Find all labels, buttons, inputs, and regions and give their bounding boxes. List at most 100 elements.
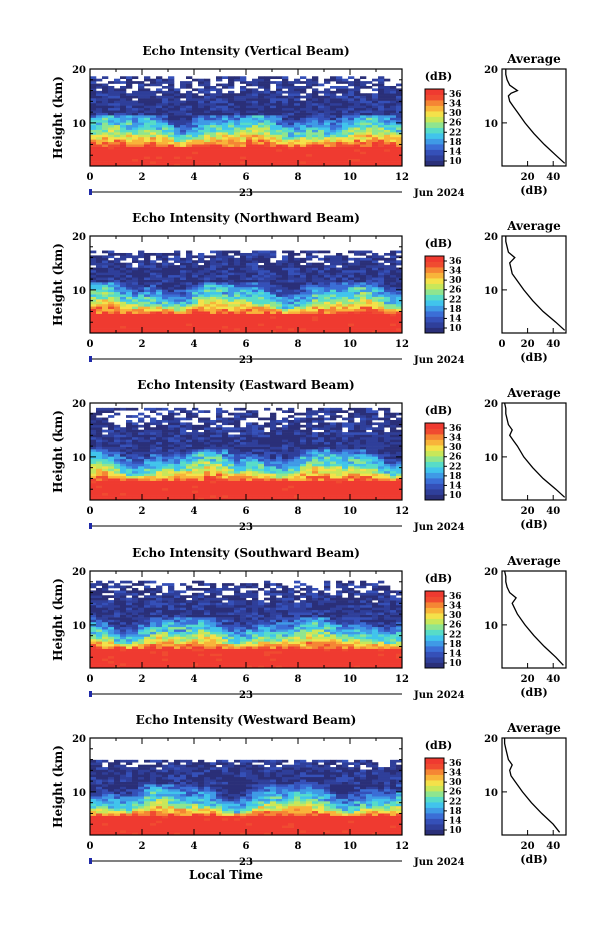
heatmap-cell bbox=[282, 100, 289, 104]
heatmap-cell bbox=[216, 456, 223, 460]
heatmap-cell bbox=[162, 85, 169, 89]
heatmap-cell bbox=[180, 129, 187, 133]
heatmap-cell bbox=[174, 436, 181, 440]
heatmap-cell bbox=[162, 269, 169, 273]
heatmap-cell bbox=[378, 328, 385, 331]
heatmap-cell bbox=[342, 102, 349, 106]
heatmap-cell bbox=[204, 419, 211, 423]
heatmap-cell bbox=[246, 299, 253, 302]
heatmap-cell bbox=[210, 136, 217, 140]
heatmap-cell bbox=[336, 146, 343, 150]
heatmap-cell bbox=[372, 139, 379, 143]
heatmap-cell bbox=[132, 279, 139, 283]
heatmap-cell bbox=[222, 289, 229, 293]
heatmap-cell bbox=[294, 328, 301, 331]
heatmap-cell bbox=[228, 294, 235, 297]
heatmap-cell bbox=[186, 146, 193, 150]
heatmap-cell bbox=[342, 330, 349, 334]
heatmap-cell bbox=[348, 262, 355, 266]
heatmap-cell bbox=[120, 286, 127, 290]
heatmap-cell bbox=[258, 81, 265, 84]
heatmap-cell bbox=[132, 424, 139, 428]
heatmap-cell bbox=[222, 136, 229, 140]
colorbar-segment bbox=[425, 138, 444, 145]
heatmap-cell bbox=[396, 250, 403, 254]
heatmap-cell bbox=[90, 470, 97, 474]
heatmap-cell bbox=[90, 311, 97, 314]
heatmap-cell bbox=[318, 277, 325, 280]
heatmap-cell bbox=[390, 318, 397, 322]
heatmap-cell bbox=[306, 156, 313, 160]
heatmap-cell bbox=[300, 85, 307, 89]
heatmap-cell bbox=[144, 284, 151, 288]
heatmap-cell bbox=[90, 117, 97, 121]
heatmap-cell bbox=[354, 294, 361, 297]
heatmap-cell bbox=[186, 492, 193, 496]
heatmap-cell bbox=[168, 456, 175, 460]
heatmap-cell bbox=[312, 294, 319, 297]
heatmap-cell bbox=[312, 296, 319, 300]
heatmap-cell bbox=[210, 492, 217, 496]
heatmap-cell bbox=[384, 161, 391, 164]
heatmap-cell bbox=[144, 286, 151, 290]
colorbar-tick-label: 22 bbox=[449, 295, 462, 305]
heatmap-cell bbox=[90, 156, 97, 160]
heatmap-cell bbox=[288, 299, 295, 302]
heatmap-cell bbox=[354, 163, 361, 167]
heatmap-cell bbox=[396, 107, 403, 111]
heatmap-cell bbox=[222, 100, 229, 104]
heatmap-cell bbox=[174, 129, 181, 133]
heatmap-cell bbox=[162, 117, 169, 121]
heatmap-cell bbox=[162, 458, 169, 462]
heatmap-cell bbox=[294, 95, 301, 99]
heatmap-cell bbox=[102, 434, 109, 438]
heatmap-cell bbox=[240, 318, 247, 322]
heatmap-cell bbox=[330, 318, 337, 322]
heatmap-cell bbox=[228, 434, 235, 438]
heatmap-cell bbox=[300, 132, 307, 135]
heatmap-cell bbox=[336, 119, 343, 123]
heatmap-cell bbox=[138, 429, 145, 433]
heatmap-cell bbox=[120, 274, 127, 278]
heatmap-cell bbox=[138, 316, 145, 319]
heatmap-cell bbox=[90, 328, 97, 331]
heatmap-cell bbox=[264, 325, 271, 329]
heatmap-cell bbox=[270, 100, 277, 104]
heatmap-cell bbox=[138, 306, 145, 310]
heatmap-cell bbox=[378, 115, 385, 118]
heatmap-cell bbox=[150, 146, 157, 150]
heatmap-cell bbox=[252, 446, 259, 450]
heatmap-cell bbox=[354, 93, 361, 96]
heatmap-cell bbox=[312, 436, 319, 440]
heatmap-cell bbox=[390, 102, 397, 106]
heatmap-cell bbox=[114, 161, 121, 164]
heatmap-cell bbox=[162, 289, 169, 293]
panel-title: Echo Intensity (Northward Beam) bbox=[132, 211, 360, 225]
heatmap-cell bbox=[348, 250, 355, 254]
heatmap-cell bbox=[282, 320, 289, 324]
heatmap-cell bbox=[108, 255, 115, 259]
colorbar-tick-label: 22 bbox=[449, 128, 462, 138]
heatmap-cell bbox=[192, 296, 199, 300]
heatmap-cell bbox=[258, 110, 265, 113]
heatmap-cell bbox=[318, 107, 325, 111]
heatmap-cell bbox=[228, 461, 235, 464]
heatmap-cell bbox=[132, 427, 139, 430]
heatmap-cell bbox=[210, 487, 217, 491]
heatmap-cell bbox=[330, 149, 337, 152]
heatmap-cell bbox=[330, 141, 337, 145]
heatmap-cell bbox=[240, 132, 247, 135]
heatmap-cell bbox=[276, 262, 283, 266]
heatmap-cell bbox=[204, 161, 211, 164]
heatmap-cell bbox=[228, 453, 235, 457]
heatmap-cell bbox=[126, 282, 133, 285]
heatmap-cell bbox=[252, 458, 259, 462]
heatmap-cell bbox=[138, 294, 145, 297]
heatmap-cell bbox=[306, 144, 313, 147]
heatmap-cell bbox=[336, 277, 343, 280]
heatmap-cell bbox=[180, 117, 187, 121]
heatmap-cell bbox=[162, 102, 169, 106]
heatmap-cell bbox=[192, 136, 199, 140]
heatmap-cell bbox=[222, 146, 229, 150]
heatmap-cell bbox=[120, 136, 127, 140]
